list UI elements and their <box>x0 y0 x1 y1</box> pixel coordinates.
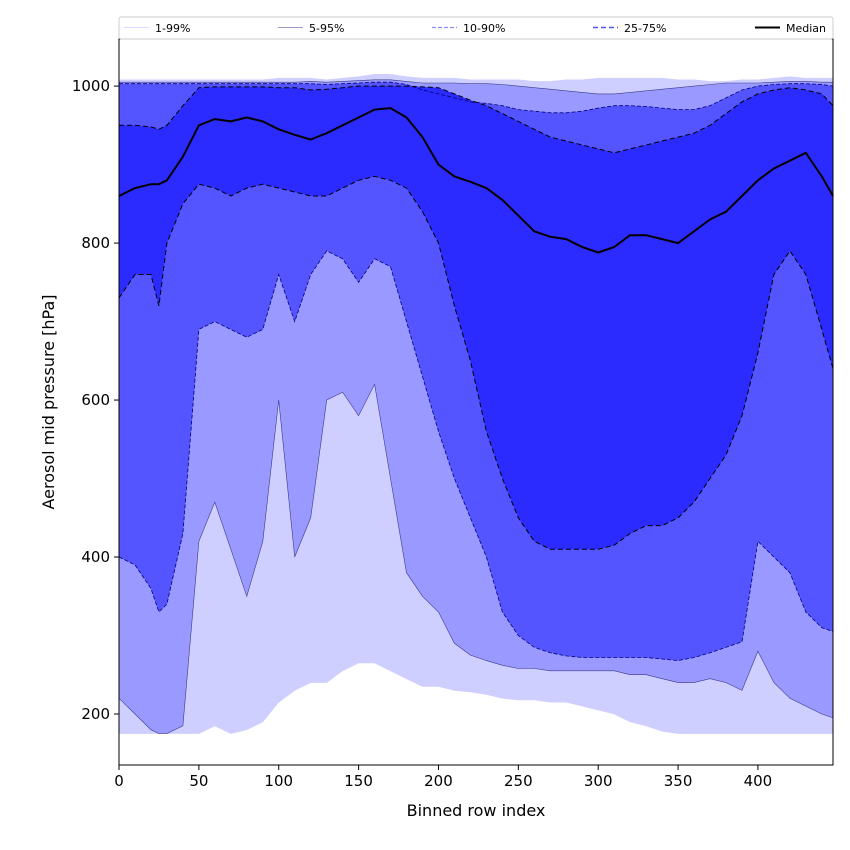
x-axis-title: Binned row index <box>407 801 546 820</box>
x-tick-label: 150 <box>344 772 373 790</box>
y-tick-label: 800 <box>81 234 110 252</box>
legend-label-5-95: 5-95% <box>309 22 344 35</box>
band-edge-1-99-upper <box>119 74 833 82</box>
band-edge-25-75-upper <box>119 85 834 154</box>
percentile-bands <box>119 74 833 734</box>
legend-label-10-90: 10-90% <box>463 22 505 35</box>
band-edge-10-90-upper <box>119 81 834 114</box>
plot-area <box>118 38 834 766</box>
x-tick-label: 200 <box>424 772 453 790</box>
legend: 1-99% 5-95% 10-90% 25-75% Median <box>118 16 834 40</box>
x-axis: 0 50 100 150 200 250 300 350 400 <box>114 765 772 790</box>
y-tick-label: 1000 <box>72 77 110 95</box>
y-tick-label: 200 <box>81 705 110 723</box>
band-edge-1-99-lower <box>119 662 833 734</box>
legend-label-25-75: 25-75% <box>624 22 666 35</box>
band-edge-25-75-lower <box>118 175 834 550</box>
legend-box <box>118 16 834 40</box>
x-tick-label: 100 <box>264 772 293 790</box>
y-tick-label: 400 <box>81 548 110 566</box>
series-lines <box>118 74 834 734</box>
x-tick-label: 350 <box>664 772 693 790</box>
y-tick-label: 600 <box>81 391 110 409</box>
band-edge-10-90-lower <box>118 250 834 662</box>
x-tick-label: 250 <box>504 772 533 790</box>
band-edge-5-95-lower <box>118 383 834 734</box>
legend-label-1-99: 1-99% <box>155 22 190 35</box>
band-edge-5-95-upper <box>119 79 833 95</box>
x-tick-label: 400 <box>744 772 773 790</box>
median-line <box>118 107 834 254</box>
legend-label-median: Median <box>786 22 826 35</box>
band-25-75 <box>119 86 833 550</box>
x-tick-label: 0 <box>114 772 124 790</box>
y-axis: 200 400 600 800 1000 <box>72 77 119 723</box>
x-tick-label: 50 <box>189 772 208 790</box>
y-axis-title: Aerosol mid pressure [hPa] <box>39 294 58 509</box>
x-tick-label: 300 <box>584 772 613 790</box>
